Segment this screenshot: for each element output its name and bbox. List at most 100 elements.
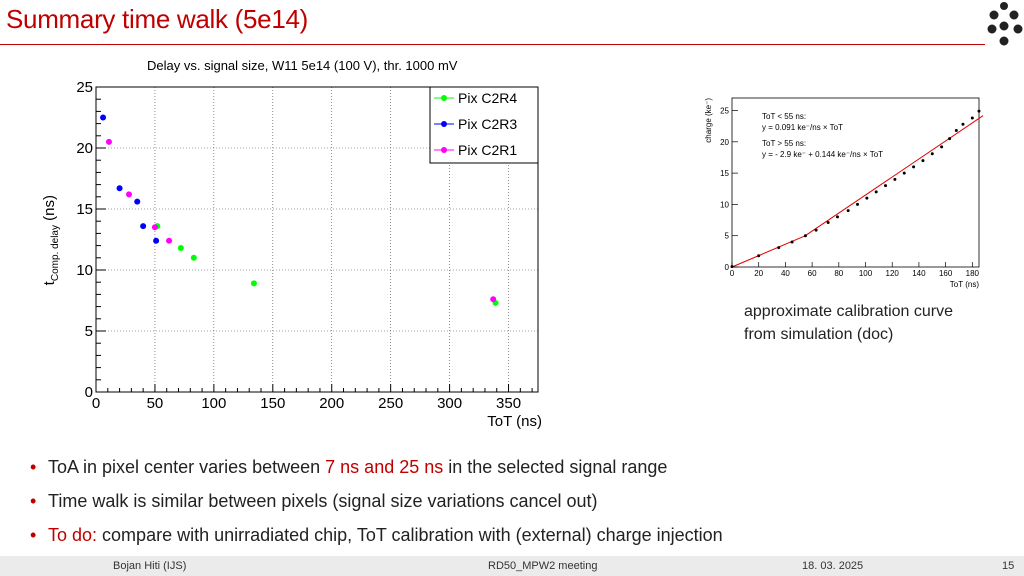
side-y-axis-label: charge (ke⁻): [704, 98, 713, 143]
side-data-point: [940, 145, 944, 149]
side-x-axis-label: ToT (ns): [950, 280, 980, 289]
side-y-tick-label: 0: [725, 263, 730, 272]
main-data-point: [140, 223, 147, 230]
slide-title: Summary time walk (5e14): [6, 4, 308, 34]
bullet-highlight: To do:: [48, 525, 98, 545]
side-y-tick-label: 20: [720, 138, 729, 147]
side-x-tick-label: 80: [834, 269, 843, 278]
bullet-item: • Time walk is similar between pixels (si…: [30, 489, 723, 523]
side-x-tick-label: 100: [859, 269, 873, 278]
main-data-point: [116, 185, 123, 192]
bullet-text-end: compare with unirradiated chip, ToT cali…: [97, 525, 723, 545]
bullet-dot-icon: •: [30, 457, 37, 477]
main-y-axis-label: tComp. delay (ns): [41, 195, 61, 285]
footer-meeting: RD50_MPW2 meeting: [488, 560, 598, 572]
side-x-tick-label: 40: [781, 269, 790, 278]
side-data-point: [921, 159, 925, 163]
main-chart-legend: Pix C2R4 Pix C2R3 Pix C2R1: [429, 86, 539, 164]
legend-label: Pix C2R4: [458, 90, 517, 106]
side-data-point: [846, 209, 850, 213]
side-chart-points: [730, 109, 981, 269]
side-plot-frame: [731, 97, 980, 268]
side-chart-caption: approximate calibration curve from simul…: [744, 300, 953, 346]
side-data-point: [856, 202, 860, 206]
main-y-label-main: t: [41, 280, 58, 285]
main-data-point: [100, 114, 107, 121]
main-chart: Delay vs. signal size, W11 5e14 (100 V),…: [41, 58, 542, 430]
side-data-point: [757, 254, 761, 258]
side-data-point: [884, 184, 888, 188]
legend-marker: [441, 147, 447, 153]
side-data-point: [803, 234, 807, 238]
side-data-point: [961, 122, 965, 126]
side-x-tick-label: 140: [912, 269, 926, 278]
bullet-list: • ToA in pixel center varies between 7 ns…: [30, 455, 723, 557]
side-x-tick-label: 160: [939, 269, 953, 278]
side-x-tick-label: 180: [966, 269, 980, 278]
side-data-point: [790, 240, 794, 244]
main-data-point: [166, 237, 173, 244]
main-x-tick-label: 350: [496, 395, 521, 412]
side-chart-fit: [731, 115, 984, 268]
side-data-point: [912, 165, 916, 169]
side-data-point: [814, 228, 818, 232]
main-y-tick-label: 5: [85, 323, 93, 340]
caption-line-2: from simulation (doc): [744, 326, 894, 343]
legend-marker: [441, 121, 447, 127]
main-y-label-unit: (ns): [41, 195, 58, 225]
bullet-text-end: in the selected signal range: [443, 457, 668, 477]
main-y-tick-label: 0: [85, 384, 93, 401]
main-y-tick-label: 15: [76, 201, 93, 218]
side-x-tick-label: 60: [808, 269, 817, 278]
main-x-tick-label: 250: [378, 395, 403, 412]
side-x-tick-label: 120: [886, 269, 900, 278]
bullet-text: ToA in pixel center varies between: [48, 457, 326, 477]
side-data-point: [954, 129, 958, 133]
side-x-tick-label: 0: [730, 269, 735, 278]
side-fit-line: [731, 235, 806, 268]
side-data-point: [835, 215, 839, 219]
side-data-point: [730, 265, 734, 269]
side-fit-line: [805, 115, 984, 236]
side-x-tick-label: 20: [754, 269, 763, 278]
main-chart-title: Delay vs. signal size, W11 5e14 (100 V),…: [147, 58, 458, 73]
side-data-point: [893, 177, 897, 181]
side-data-point: [930, 152, 934, 156]
bullet-item: • To do: compare with unirradiated chip, …: [30, 523, 723, 557]
side-data-point: [865, 196, 869, 200]
main-x-tick-label: 150: [260, 395, 285, 412]
side-y-tick-label: 5: [725, 232, 730, 241]
main-y-tick-label: 20: [76, 140, 93, 157]
side-chart-ticks: 0 20 40 60 80 100 120 140 160 180 0 5 10 15 20 25: [720, 107, 979, 278]
main-x-tick-label: 50: [147, 395, 164, 412]
main-x-tick-label: 200: [319, 395, 344, 412]
main-y-label-sub: Comp. delay: [50, 225, 61, 281]
legend-label: Pix C2R1: [458, 142, 517, 158]
bullet-text: Time walk is similar between pixels (sig…: [48, 491, 598, 511]
legend-marker: [441, 95, 447, 101]
side-data-point: [874, 190, 878, 194]
main-chart-ticks: 0 50 100 150 200 250 300 350 0 5 10 15 20 25: [76, 79, 533, 412]
side-data-point: [970, 116, 974, 120]
main-data-point: [134, 198, 141, 205]
side-y-tick-label: 15: [720, 169, 729, 178]
side-data-point: [777, 246, 781, 250]
main-y-tick-label: 25: [76, 79, 93, 96]
side-chart: 0 20 40 60 80 100 120 140 160 180 0 5 10 15 20 25 ToT (…: [704, 97, 984, 289]
main-chart-points: [100, 114, 499, 306]
main-x-tick-label: 0: [92, 395, 100, 412]
dot-grid-logo-icon: [987, 2, 1023, 46]
main-data-point: [490, 296, 497, 303]
side-annotation-2: y = 0.091 ke⁻/ns × ToT: [762, 123, 843, 132]
main-x-tick-label: 300: [437, 395, 462, 412]
bullet-item: • ToA in pixel center varies between 7 ns…: [30, 455, 723, 489]
main-plot-frame: [95, 86, 539, 393]
footer-page-number: 15: [1002, 560, 1015, 572]
main-y-tick-label: 10: [76, 262, 93, 279]
footer-author: Bojan Hiti (IJS): [113, 560, 187, 572]
footer-date: 18. 03. 2025: [802, 560, 864, 572]
main-data-point: [153, 237, 160, 244]
main-x-tick-label: 100: [201, 395, 226, 412]
caption-line-1: approximate calibration curve: [744, 303, 953, 320]
main-data-point: [151, 224, 158, 231]
